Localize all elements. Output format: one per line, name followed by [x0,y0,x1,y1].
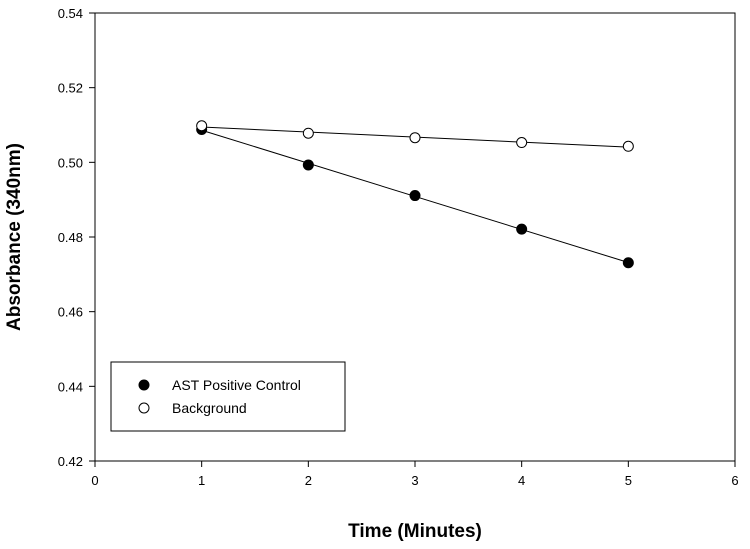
data-point-open [302,127,314,139]
series-0 [196,123,634,269]
x-tick-label: 0 [91,473,98,488]
data-point-open [622,140,634,152]
series-layer [196,120,634,269]
y-tick-label: 0.48 [58,230,83,245]
legend: AST Positive Control Background [110,361,346,432]
x-axis-title: Time (Minutes) [348,521,482,542]
legend-label: AST Positive Control [172,377,301,393]
y-axis: 0.42 0.44 0.46 0.48 0.50 0.52 0.54 [58,6,95,469]
legend-marker-filled [138,379,150,391]
y-tick-label: 0.52 [58,81,83,96]
x-tick-label: 6 [731,473,738,488]
x-tick-label: 3 [411,473,418,488]
data-point-open [409,132,421,144]
y-tick-label: 0.50 [58,155,83,170]
data-point-open [516,137,528,149]
y-tick-label: 0.42 [58,454,83,469]
x-tick-label: 2 [305,473,312,488]
y-tick-label: 0.46 [58,305,83,320]
legend-box [110,361,346,432]
series-1 [196,120,634,152]
y-tick-label: 0.54 [58,6,83,21]
data-point-filled [622,257,634,269]
x-axis: 0 1 2 3 4 5 6 [91,461,739,488]
x-tick-label: 5 [625,473,632,488]
data-point-filled [516,223,528,235]
data-point-open [196,120,208,132]
x-tick-label: 4 [518,473,525,488]
data-point-filled [302,159,314,171]
x-tick-label: 1 [198,473,205,488]
legend-label: Background [172,400,247,416]
y-axis-title: Absorbance (340nm) [4,143,25,331]
legend-marker-open [138,402,150,414]
data-point-filled [409,190,421,202]
y-tick-label: 0.44 [58,379,83,394]
